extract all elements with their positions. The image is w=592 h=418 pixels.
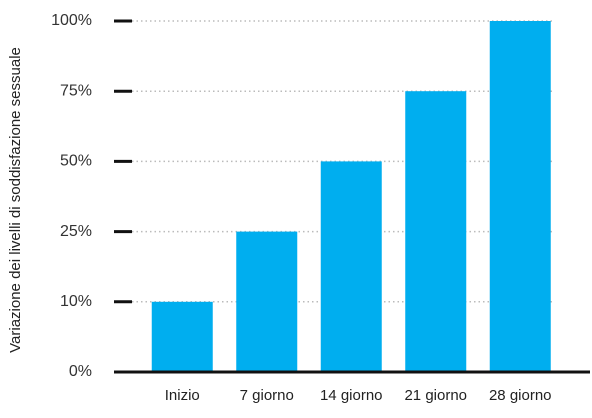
x-tick-label: 28 giorno bbox=[489, 387, 552, 404]
bar bbox=[489, 21, 551, 372]
x-tick-label: 7 giorno bbox=[240, 387, 294, 404]
bar bbox=[320, 161, 382, 372]
y-tick-label: 100% bbox=[51, 12, 92, 29]
y-tick-label: 25% bbox=[60, 223, 92, 240]
x-tick-label: 21 giorno bbox=[404, 387, 467, 404]
x-tick-label: 14 giorno bbox=[320, 387, 383, 404]
y-tick-label: 10% bbox=[60, 293, 92, 310]
x-tick-label: Inizio bbox=[165, 387, 200, 404]
y-tick-label: 75% bbox=[60, 82, 92, 99]
y-axis-label: Variazione dei livelli di soddisfazione … bbox=[7, 47, 24, 353]
y-tick-label: 50% bbox=[60, 153, 92, 170]
bar bbox=[236, 231, 298, 372]
bar bbox=[151, 301, 213, 372]
bar bbox=[405, 91, 467, 372]
y-tick-label: 0% bbox=[69, 363, 92, 380]
